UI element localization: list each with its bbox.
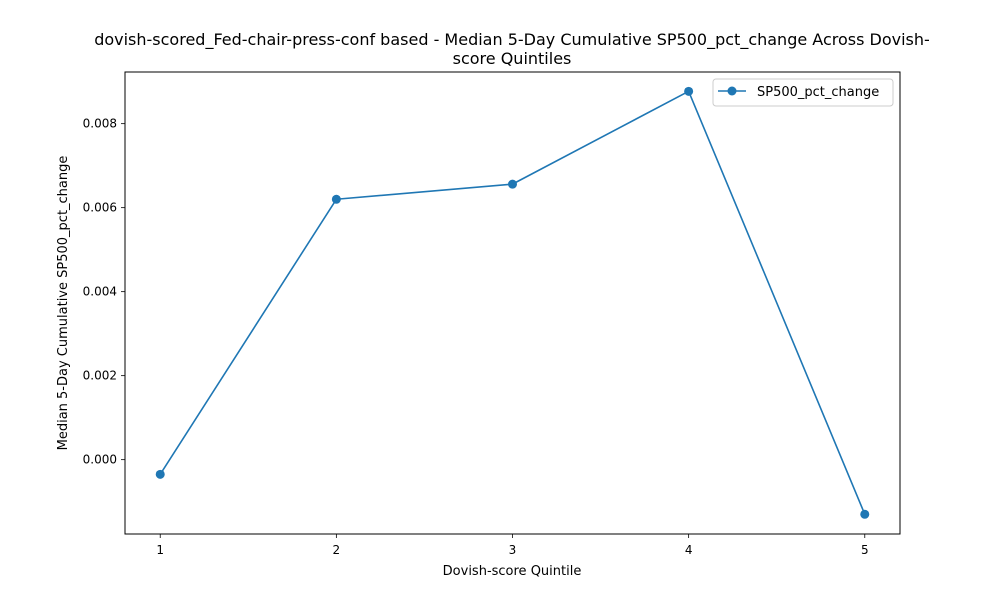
- x-tick-label-4: 4: [685, 543, 693, 557]
- chart-title-line-2: score Quintiles: [453, 49, 572, 68]
- y-tick-label-1: 0.002: [83, 369, 117, 383]
- x-tick-label-2: 2: [333, 543, 341, 557]
- x-axis-ticks: 1 2 3 4 5: [156, 534, 869, 557]
- y-tick-label-2: 0.004: [83, 285, 117, 299]
- legend-entry-sp500-pct-change: SP500_pct_change: [757, 85, 879, 100]
- y-tick-label-4: 0.008: [83, 117, 117, 131]
- y-axis-ticks: 0.000 0.002 0.004 0.006 0.008: [83, 117, 125, 467]
- chart-title-line-1: dovish-scored_Fed-chair-press-conf based…: [94, 30, 930, 50]
- y-axis-label: Median 5-Day Cumulative SP500_pct_change: [56, 156, 71, 451]
- y-tick-label-0: 0.000: [83, 453, 117, 467]
- data-point-quintile-3: [508, 179, 517, 189]
- data-point-quintile-4: [684, 86, 694, 96]
- data-point-quintile-1: [155, 469, 165, 479]
- x-tick-label-5: 5: [861, 543, 869, 557]
- legend-marker-swatch: [727, 86, 737, 96]
- x-tick-label-3: 3: [509, 543, 517, 557]
- data-point-quintile-5: [860, 509, 870, 519]
- series-layer: [155, 86, 870, 519]
- data-point-quintile-2: [331, 194, 341, 204]
- axes-frame: [124, 71, 901, 535]
- legend: SP500_pct_change: [712, 78, 894, 107]
- x-axis-label: Dovish-score Quintile: [443, 564, 582, 579]
- x-tick-label-1: 1: [156, 543, 164, 557]
- legend-box: [712, 78, 894, 107]
- y-tick-label-3: 0.006: [83, 201, 117, 215]
